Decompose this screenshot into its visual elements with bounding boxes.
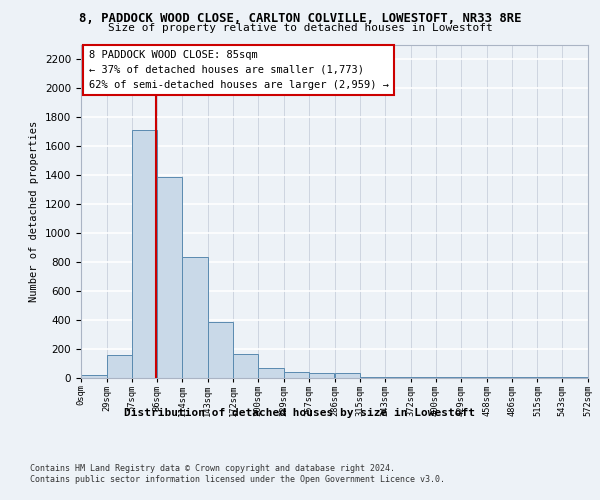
Bar [335, 374, 360, 378]
Bar [157, 176, 182, 378]
Bar [182, 257, 208, 378]
Bar [284, 372, 309, 378]
Text: 8 PADDOCK WOOD CLOSE: 85sqm
← 37% of detached houses are smaller (1,773)
62% of : 8 PADDOCK WOOD CLOSE: 85sqm ← 37% of det… [89, 50, 389, 90]
Bar [233, 354, 258, 378]
Bar [309, 374, 335, 378]
Bar [360, 377, 385, 378]
Text: Size of property relative to detached houses in Lowestoft: Size of property relative to detached ho… [107, 23, 493, 33]
Text: Distribution of detached houses by size in Lowestoft: Distribution of detached houses by size … [125, 408, 476, 418]
Y-axis label: Number of detached properties: Number of detached properties [29, 120, 40, 302]
Bar [81, 374, 107, 378]
Text: 8, PADDOCK WOOD CLOSE, CARLTON COLVILLE, LOWESTOFT, NR33 8RE: 8, PADDOCK WOOD CLOSE, CARLTON COLVILLE,… [79, 12, 521, 26]
Bar [107, 355, 131, 378]
Bar [131, 130, 157, 378]
Bar [258, 368, 284, 378]
Bar [208, 322, 233, 378]
Text: Contains HM Land Registry data © Crown copyright and database right 2024.: Contains HM Land Registry data © Crown c… [30, 464, 395, 473]
Text: Contains public sector information licensed under the Open Government Licence v3: Contains public sector information licen… [30, 475, 445, 484]
